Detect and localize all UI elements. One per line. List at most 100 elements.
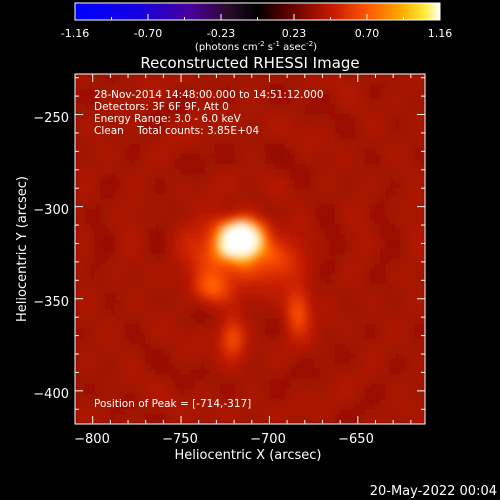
heatmap-cell [390,299,396,305]
heatmap-cell [290,74,296,80]
heatmap-cell [140,124,146,130]
heatmap-cell [335,229,341,235]
heatmap-cell [195,324,201,330]
heatmap-cell [240,379,246,385]
heatmap-cell [370,239,376,245]
heatmap-cell [110,194,116,200]
heatmap-cell [150,159,156,165]
heatmap-cell [225,329,231,335]
heatmap-cell [285,394,291,400]
heatmap-cell [75,194,81,200]
heatmap-cell [235,79,241,85]
heatmap-cell [90,264,96,270]
heatmap-cell [215,149,221,155]
heatmap-cell [390,329,396,335]
heatmap-cell [95,199,101,205]
heatmap-cell [130,244,136,250]
heatmap-cell [360,244,366,250]
heatmap-cell [235,314,241,320]
heatmap-cell [95,374,101,380]
heatmap-cell [290,414,296,420]
heatmap-cell [255,219,261,225]
heatmap-cell [225,134,231,140]
heatmap-cell [215,359,221,365]
heatmap-cell [240,164,246,170]
heatmap-cell [340,369,346,375]
heatmap-cell [280,389,286,395]
heatmap-cell [335,149,341,155]
heatmap-cell [330,214,336,220]
heatmap-cell [115,264,121,270]
heatmap-cell [380,394,386,400]
heatmap-cell [260,74,266,80]
heatmap-cell [235,209,241,215]
heatmap-cell [370,294,376,300]
heatmap-cell [95,324,101,330]
heatmap-cell [95,204,101,210]
heatmap-cell [300,184,306,190]
heatmap-cell [415,409,421,415]
heatmap-cell [215,299,221,305]
heatmap-cell [335,254,341,260]
heatmap-cell [390,244,396,250]
heatmap-cell [380,124,386,130]
heatmap-cell [350,229,356,235]
heatmap-cell [145,254,151,260]
heatmap-cell [175,239,181,245]
heatmap-cell [100,374,106,380]
heatmap-cell [230,334,236,340]
heatmap-cell [235,329,241,335]
heatmap-cell [85,84,91,90]
heatmap-cell [300,354,306,360]
heatmap-cell [210,229,216,235]
heatmap-cell [410,294,416,300]
heatmap-cell [175,374,181,380]
heatmap-cell [410,89,416,95]
heatmap-cell [140,244,146,250]
heatmap-cell [250,389,256,395]
heatmap-cell [240,389,246,395]
heatmap-cell [210,129,216,135]
heatmap-cell [325,259,331,265]
heatmap-cell [205,364,211,370]
heatmap-cell [390,204,396,210]
heatmap-cell [285,304,291,310]
heatmap-cell [195,384,201,390]
heatmap-cell [310,339,316,345]
heatmap-cell [100,379,106,385]
heatmap-cell [180,129,186,135]
heatmap-cell [240,194,246,200]
heatmap-cell [155,269,161,275]
heatmap-cell [90,159,96,165]
heatmap-cell [275,279,281,285]
heatmap-cell [100,259,106,265]
heatmap-cell [125,189,131,195]
heatmap-cell [150,369,156,375]
heatmap-cell [405,154,411,160]
heatmap-cell [415,364,421,370]
heatmap-cell [140,394,146,400]
heatmap-cell [325,134,331,140]
heatmap-cell [85,254,91,260]
heatmap-cell [365,344,371,350]
heatmap-cell [220,134,226,140]
heatmap-cell [165,279,171,285]
heatmap-cell [130,374,136,380]
heatmap-cell [295,319,301,325]
heatmap-cell [230,304,236,310]
heatmap-cell [315,199,321,205]
heatmap-cell [290,189,296,195]
heatmap-cell [240,414,246,420]
heatmap-cell [210,164,216,170]
heatmap-cell [140,289,146,295]
heatmap-cell [265,209,271,215]
heatmap-cell [145,314,151,320]
heatmap-cell [75,109,81,115]
heatmap-cell [265,129,271,135]
heatmap-cell [195,304,201,310]
heatmap-cell [275,119,281,125]
heatmap-cell [315,94,321,100]
heatmap-cell [300,294,306,300]
heatmap-cell [280,124,286,130]
heatmap-cell [215,419,221,424]
